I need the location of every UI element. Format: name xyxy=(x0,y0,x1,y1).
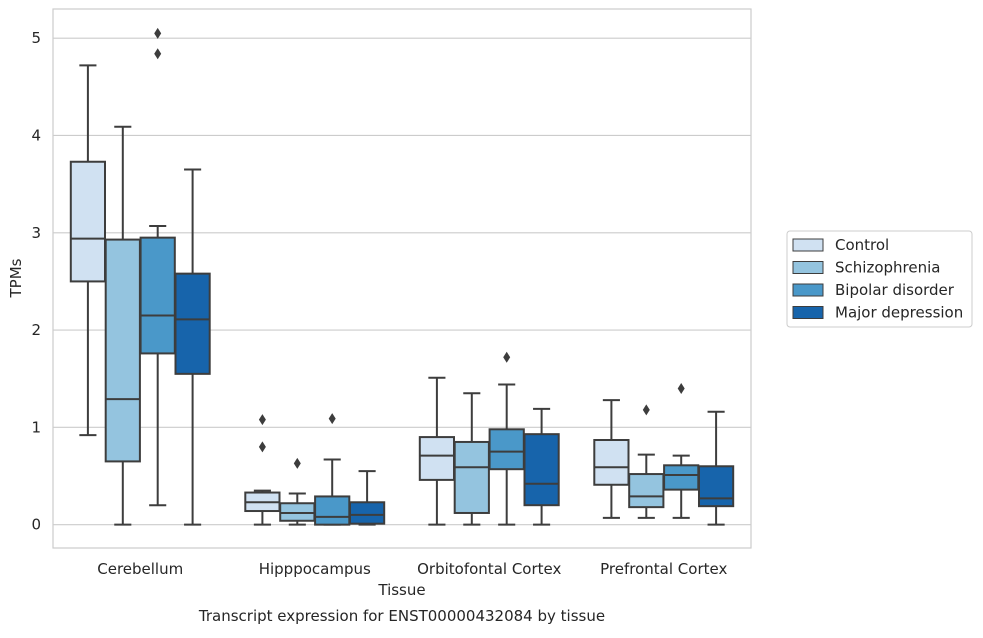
y-tick-label: 3 xyxy=(31,224,41,242)
legend-label: Control xyxy=(835,236,889,254)
outlier-marker xyxy=(293,457,301,469)
box-group xyxy=(104,125,141,526)
box-group xyxy=(523,407,560,526)
outlier-marker xyxy=(258,414,266,426)
outlier-marker xyxy=(258,441,266,453)
box-iqr xyxy=(174,272,211,375)
x-axis-label: Tissue xyxy=(377,581,425,599)
y-tick-label: 1 xyxy=(31,418,41,436)
y-tick-label: 0 xyxy=(31,516,41,534)
box-plots xyxy=(69,27,735,526)
box-iqr xyxy=(593,439,630,486)
legend-swatch xyxy=(792,306,824,319)
legend-swatch xyxy=(792,283,824,297)
y-tick-labels: 0 1 2 3 4 5 xyxy=(31,29,41,533)
outlier-marker xyxy=(642,404,650,416)
legend: Control Schizophrenia Bipolar disorder Majo… xyxy=(786,230,973,328)
legend-label: Schizophrenia xyxy=(835,259,940,277)
box-group xyxy=(314,413,351,526)
box-group xyxy=(593,399,630,519)
chart-title: Transcript expression for ENST0000043208… xyxy=(198,607,605,625)
legend-swatch xyxy=(792,238,824,252)
x-tick-labels: Cerebellum Hipppocampus Orbitofontal Corte… xyxy=(97,560,727,578)
box-iqr xyxy=(348,501,386,525)
box-group xyxy=(139,27,176,507)
plot-frame xyxy=(52,8,752,549)
box-group xyxy=(174,168,211,526)
x-tick-label: Hipppocampus xyxy=(259,560,371,578)
box-iqr xyxy=(628,473,665,509)
y-tick-label: 5 xyxy=(31,29,41,47)
box-group xyxy=(453,392,490,526)
outlier-marker xyxy=(154,48,162,60)
box-iqr xyxy=(418,436,456,481)
outlier-marker xyxy=(677,382,685,394)
box-group xyxy=(418,376,456,526)
legend-frame xyxy=(786,230,973,328)
legend-swatch xyxy=(792,261,824,274)
box-group xyxy=(279,457,316,526)
legend-label: Major depression xyxy=(835,304,963,322)
box-iqr xyxy=(488,428,525,471)
outlier-marker xyxy=(503,351,511,363)
box-group xyxy=(697,410,735,526)
box-iqr xyxy=(104,238,141,463)
box-iqr xyxy=(523,433,560,507)
box-group xyxy=(69,64,107,437)
outlier-marker xyxy=(328,413,336,425)
box-iqr xyxy=(314,495,351,526)
box-group xyxy=(628,404,665,519)
y-axis-label: TPMs xyxy=(7,258,25,298)
box-group xyxy=(663,382,700,519)
box-iqr xyxy=(697,465,735,508)
box-group xyxy=(244,414,281,526)
y-tick-label: 4 xyxy=(31,126,41,144)
legend-label: Bipolar disorder xyxy=(835,281,955,299)
x-tick-label: Prefrontal Cortex xyxy=(600,560,727,578)
outlier-marker xyxy=(154,27,162,39)
box-iqr xyxy=(453,440,490,514)
x-tick-label: Cerebellum xyxy=(97,560,183,578)
y-tick-label: 2 xyxy=(31,321,41,339)
box-iqr xyxy=(69,160,107,283)
box-group xyxy=(348,470,386,526)
box-iqr xyxy=(663,464,700,491)
box-group xyxy=(488,351,525,526)
x-tick-label: Orbitofontal Cortex xyxy=(417,560,561,578)
box-iqr xyxy=(139,236,176,355)
